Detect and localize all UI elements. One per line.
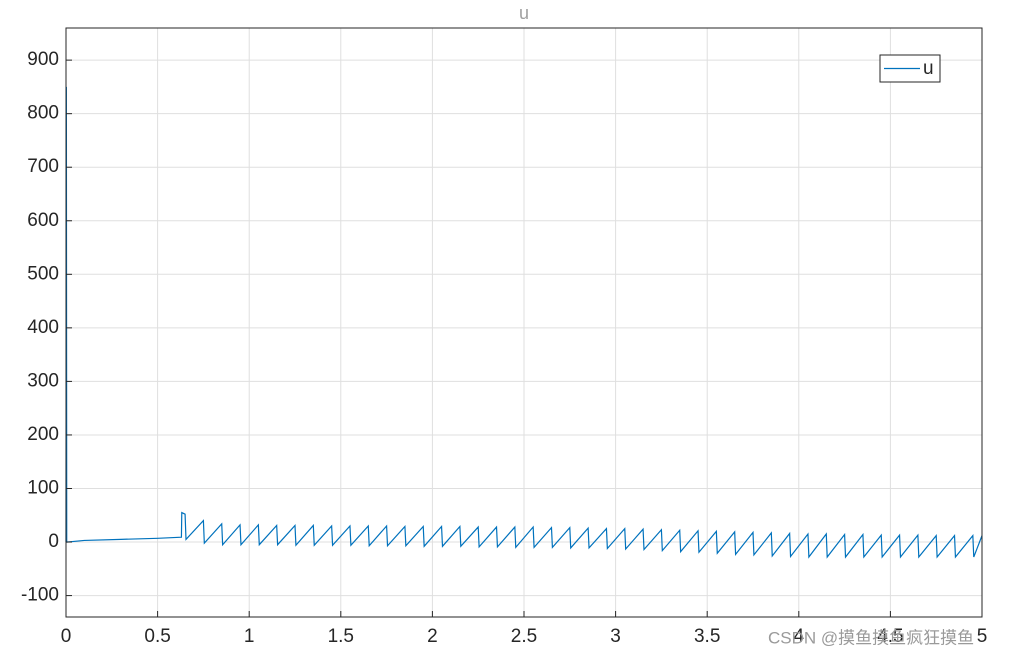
y-tick-label: 900 bbox=[27, 49, 59, 70]
legend: u bbox=[879, 54, 941, 83]
y-tick-label: 300 bbox=[27, 370, 59, 391]
y-tick-label: 0 bbox=[48, 531, 59, 552]
chart-title: u bbox=[519, 3, 529, 23]
x-tick-label: 3.5 bbox=[694, 626, 720, 647]
y-tick-label: 200 bbox=[27, 424, 59, 445]
x-tick-label: 2 bbox=[427, 626, 438, 647]
x-tick-label: 1 bbox=[244, 626, 255, 647]
x-tick-label: 3 bbox=[610, 626, 621, 647]
watermark: CSDN @摸鱼摸鱼疯狂摸鱼 bbox=[768, 628, 974, 647]
y-tick-label: 100 bbox=[27, 478, 59, 499]
x-tick-label: 0.5 bbox=[144, 626, 170, 647]
y-tick-label: 700 bbox=[27, 156, 59, 177]
y-tick-label: -100 bbox=[21, 585, 59, 606]
data-line bbox=[65, 86, 983, 559]
legend-label: u bbox=[923, 58, 934, 79]
x-tick-label: 2.5 bbox=[511, 626, 537, 647]
x-tick-label: 0 bbox=[61, 626, 72, 647]
y-tick-label: 400 bbox=[27, 317, 59, 338]
x-tick-label: 5 bbox=[977, 626, 988, 647]
y-tick-label: 600 bbox=[27, 210, 59, 231]
x-tick-label: 4.5 bbox=[877, 626, 903, 647]
x-tick-label: 1.5 bbox=[328, 626, 354, 647]
x-tick-label: 4 bbox=[794, 626, 805, 647]
y-tick-label: 500 bbox=[27, 263, 59, 284]
y-tick-label: 800 bbox=[27, 103, 59, 124]
